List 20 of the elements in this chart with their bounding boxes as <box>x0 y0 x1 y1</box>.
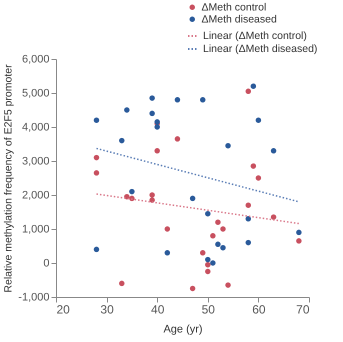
x-tick-label: 60 <box>252 302 266 316</box>
legend-label: ΔMeth diseased <box>202 13 277 26</box>
y-tick-label: 6,000 <box>22 54 50 66</box>
y-tick-label: 0 <box>43 258 50 270</box>
y-tick-label: 5,000 <box>22 88 50 100</box>
x-tick-label: 30 <box>100 302 114 316</box>
y-axis-title: Relative methylation frequency of E2F5 promoter <box>2 64 14 293</box>
x-tick-label: 70 <box>296 302 310 316</box>
y-tick-label: 2,000 <box>22 190 50 202</box>
x-axis-title: Age (yr) <box>163 324 203 336</box>
y-tick-label: 4,000 <box>22 122 50 134</box>
y-tick-label: -1,000 <box>18 292 50 304</box>
y-tick-label: 1,000 <box>22 224 50 236</box>
legend-label: Linear (ΔMeth diseased) <box>203 43 318 55</box>
y-tick-label: 3,000 <box>22 156 50 168</box>
legend-label: ΔMeth control <box>202 1 266 14</box>
x-tick-label: 40 <box>151 302 165 316</box>
x-tick-label: 50 <box>202 302 216 316</box>
legend-label: Linear (ΔMeth control) <box>203 30 307 42</box>
x-tick-label: 20 <box>56 302 70 316</box>
